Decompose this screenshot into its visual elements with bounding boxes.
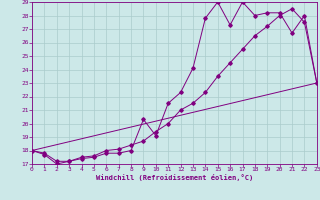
X-axis label: Windchill (Refroidissement éolien,°C): Windchill (Refroidissement éolien,°C) <box>96 174 253 181</box>
